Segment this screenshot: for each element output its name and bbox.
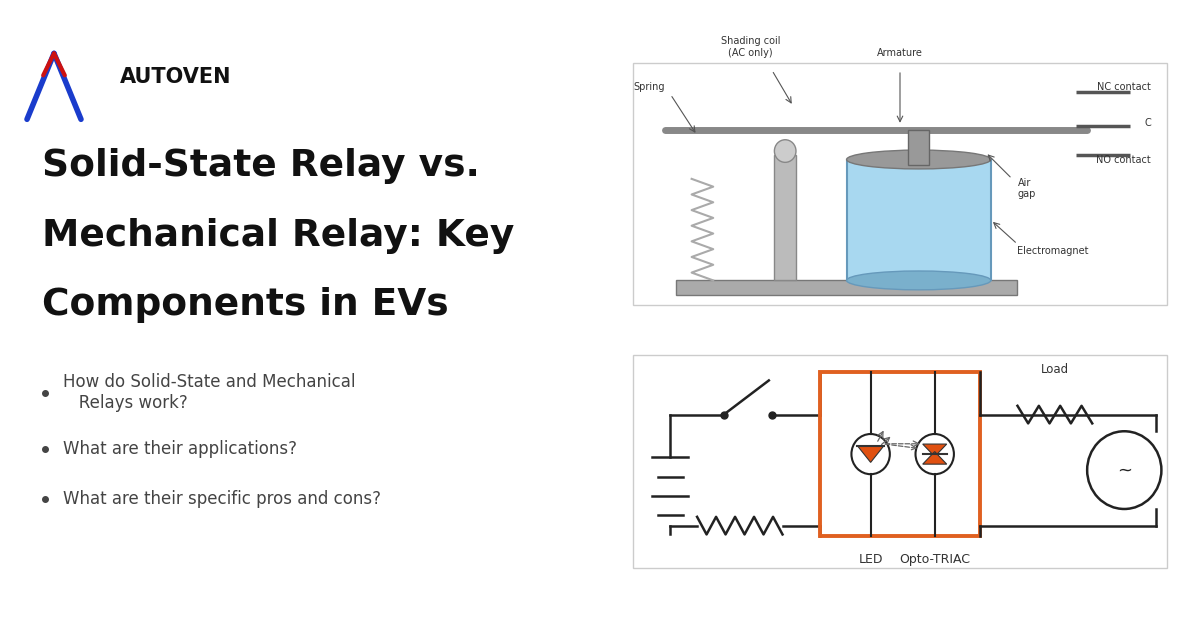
Text: What are their specific pros and cons?: What are their specific pros and cons? — [64, 490, 382, 508]
Text: Electromagnet: Electromagnet — [1018, 246, 1088, 256]
Text: VS: VS — [881, 324, 919, 348]
Polygon shape — [923, 444, 947, 457]
Text: SOLID–STATE RELAYS: SOLID–STATE RELAYS — [776, 590, 1024, 610]
Text: Components in EVs: Components in EVs — [42, 286, 449, 323]
Text: Opto-TRIAC: Opto-TRIAC — [899, 553, 971, 566]
Text: How do Solid-State and Mechanical
   Relays work?: How do Solid-State and Mechanical Relays… — [64, 373, 355, 412]
Circle shape — [774, 140, 796, 163]
Bar — [847, 160, 991, 280]
Text: Spring: Spring — [634, 82, 665, 92]
Text: Armature: Armature — [877, 48, 923, 58]
Text: C: C — [1145, 118, 1151, 128]
Ellipse shape — [847, 150, 991, 169]
Text: LED: LED — [858, 553, 883, 566]
Text: Air
gap: Air gap — [1018, 178, 1036, 199]
Circle shape — [1087, 431, 1162, 509]
Text: MECHANICAL RELAYS: MECHANICAL RELAYS — [776, 31, 1024, 51]
Bar — [908, 130, 930, 165]
Bar — [774, 154, 796, 280]
Text: ~: ~ — [1117, 461, 1132, 479]
Bar — [676, 280, 1018, 295]
Text: Solid-State Relay vs.: Solid-State Relay vs. — [42, 148, 480, 185]
Text: NO contact: NO contact — [1097, 154, 1151, 165]
Text: Load: Load — [1040, 363, 1069, 376]
Text: AUTOVEN: AUTOVEN — [120, 67, 232, 87]
Polygon shape — [923, 452, 947, 464]
Polygon shape — [858, 446, 884, 462]
Text: What are their applications?: What are their applications? — [64, 440, 298, 458]
Text: Shading coil
(AC only): Shading coil (AC only) — [721, 36, 780, 58]
FancyBboxPatch shape — [634, 355, 1166, 568]
Text: Mechanical Relay: Key: Mechanical Relay: Key — [42, 217, 515, 254]
FancyBboxPatch shape — [634, 63, 1166, 305]
Text: NC contact: NC contact — [1097, 82, 1151, 92]
Ellipse shape — [847, 271, 991, 290]
